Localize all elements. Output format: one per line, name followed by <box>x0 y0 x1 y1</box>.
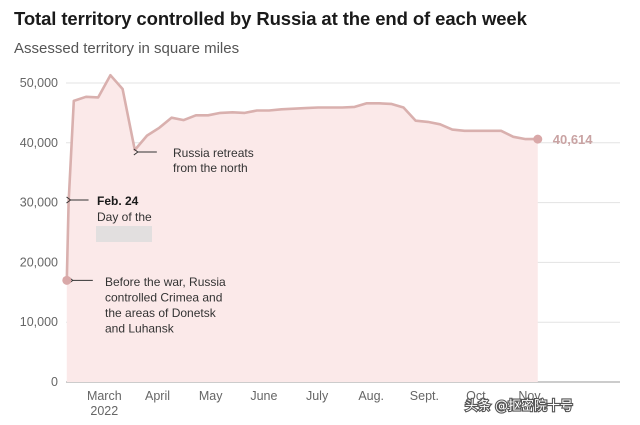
annotation-prewar: controlled Crimea and <box>105 291 222 305</box>
end-point <box>533 134 543 144</box>
axis-ticks: 0 10,000 20,000 30,000 40,000 50,000 March2022… <box>20 76 543 418</box>
start-point <box>62 275 72 285</box>
x-tick-label: June <box>250 389 277 403</box>
chart-title: Total territory controlled by Russia at … <box>14 8 527 29</box>
y-tick-label: 0 <box>51 375 58 389</box>
annotation-prewar: and Luhansk <box>105 322 175 336</box>
watermark-text: 头条 @抠密院十号 <box>465 398 573 414</box>
annotation-feb24: Day of the <box>97 210 152 224</box>
y-tick-label: 30,000 <box>20 196 58 210</box>
x-tick-label: Nov. <box>518 389 543 403</box>
x-tick-label: July <box>306 389 329 403</box>
y-tick-label: 50,000 <box>20 76 58 90</box>
annotation-prewar: Before the war, Russia <box>105 275 226 289</box>
y-tick-label: 40,000 <box>20 136 58 150</box>
x-tick-label: Sept. <box>410 389 439 403</box>
annotation-arrowhead <box>133 148 139 156</box>
y-tick-label: 10,000 <box>20 315 58 329</box>
x-tick-label: March <box>87 389 122 403</box>
data-points: 40,614 <box>62 132 593 285</box>
x-tick-label: Oct. <box>466 389 489 403</box>
annotations: Feb. 24 Day of the Before the war, Russia c… <box>66 146 254 336</box>
annotation-retreat: Russia retreats <box>173 146 254 160</box>
x-tick-label: April <box>145 389 170 403</box>
y-tick-label: 20,000 <box>20 255 58 269</box>
redacted-block <box>96 226 152 242</box>
x-tick-label: May <box>199 389 223 403</box>
annotation-feb24: Feb. 24 <box>97 194 139 208</box>
territory-area <box>66 75 538 382</box>
annotation-retreat: from the north <box>173 161 248 175</box>
chart-subtitle: Assessed territory in square miles <box>14 40 240 57</box>
annotation-arrowhead <box>66 196 72 204</box>
end-value-label: 40,614 <box>553 132 594 147</box>
territory-line <box>65 73 538 281</box>
watermark: 头条 @抠密院十号 <box>464 397 574 415</box>
annotation-prewar: the areas of Donetsk <box>105 306 217 320</box>
x-tick-label: Aug. <box>358 389 384 403</box>
x-tick-label: 2022 <box>90 404 118 418</box>
